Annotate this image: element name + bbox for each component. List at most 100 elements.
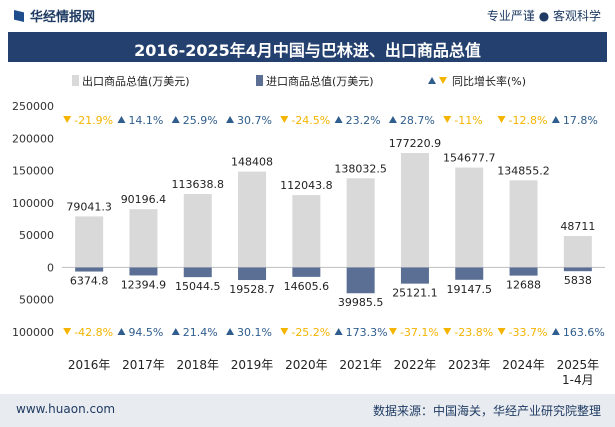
legend-growth-label: 同比增长率(%) bbox=[452, 74, 526, 88]
export-growth-label: -12.8% bbox=[509, 114, 548, 127]
import-growth-label: -33.7% bbox=[509, 326, 548, 339]
export-bar bbox=[75, 216, 104, 268]
legend-export-swatch bbox=[72, 75, 79, 86]
export-value-label: 112043.8 bbox=[280, 179, 333, 192]
legend-export-label: 出口商品总值(万美元) bbox=[82, 74, 190, 88]
y-tick-label: 150000 bbox=[12, 165, 54, 178]
import-growth-label: 30.1% bbox=[237, 326, 272, 339]
y-tick-label: 100000 bbox=[12, 197, 54, 210]
import-growth-label: 94.5% bbox=[128, 326, 163, 339]
chart-title: 2016-2025年4月中国与巴林进、出口商品总值 bbox=[134, 41, 481, 60]
export-growth-label: -11% bbox=[454, 114, 482, 127]
export-bar bbox=[563, 235, 592, 268]
y-tick-label: 50000 bbox=[19, 294, 54, 307]
export-growth-label: 30.7% bbox=[237, 114, 272, 127]
import-growth-up-arrow-icon bbox=[171, 328, 180, 335]
x-tick-label: 2020年 bbox=[285, 358, 328, 372]
x-tick-label: 2025年 bbox=[557, 358, 600, 372]
export-growth-label: -21.9% bbox=[74, 114, 113, 127]
export-growth-down-arrow-icon bbox=[280, 116, 289, 123]
export-value-label: 177220.9 bbox=[389, 137, 442, 150]
chart: 出口商品总值(万美元) 进口商品总值(万美元) 同比增长率(%) 250000 2000… bbox=[12, 74, 605, 387]
import-growth-up-arrow-icon bbox=[551, 328, 560, 335]
export-value-label: 113638.8 bbox=[172, 178, 225, 191]
import-growth-label: 163.6% bbox=[563, 326, 605, 339]
import-value-label: 12688 bbox=[506, 279, 541, 292]
import-bar bbox=[400, 267, 429, 284]
import-value-label: 15044.5 bbox=[175, 280, 221, 293]
import-growth-label: 173.3% bbox=[346, 326, 388, 339]
import-bar bbox=[129, 267, 158, 276]
export-growth-label: 14.1% bbox=[128, 114, 163, 127]
export-growth-label: 25.9% bbox=[183, 114, 218, 127]
brand: 华经情报网 bbox=[14, 6, 95, 25]
import-value-label: 39985.5 bbox=[338, 296, 384, 309]
brand-name: 华经情报网 bbox=[30, 10, 96, 25]
x-tick-label: 2023年 bbox=[448, 358, 491, 372]
y-tick-label: 250000 bbox=[12, 100, 54, 113]
y-tick-label: 50000 bbox=[19, 229, 54, 242]
export-growth-up-arrow-icon bbox=[117, 116, 126, 123]
import-bar bbox=[346, 267, 375, 294]
export-growth-down-arrow-icon bbox=[63, 116, 72, 123]
export-growth-up-arrow-icon bbox=[226, 116, 235, 123]
import-growth-down-arrow-icon bbox=[497, 328, 506, 335]
export-bar bbox=[129, 209, 158, 268]
y-tick-label: 200000 bbox=[12, 132, 54, 145]
footer: www.huaon.com 数据来源：中国海关，华经产业研究院整理 bbox=[0, 394, 615, 427]
export-value-label: 134855.2 bbox=[497, 164, 550, 177]
import-growth-down-arrow-icon bbox=[388, 328, 397, 335]
title-bar: 2016-2025年4月中国与巴林进、出口商品总值 bbox=[8, 32, 607, 62]
x-tick-label: 2019年 bbox=[231, 358, 274, 372]
import-value-label: 14605.6 bbox=[284, 280, 330, 293]
import-value-label: 12394.9 bbox=[121, 278, 167, 291]
import-bar bbox=[238, 267, 267, 281]
export-bar bbox=[509, 180, 538, 268]
import-bar bbox=[75, 267, 104, 272]
import-bar bbox=[509, 267, 538, 276]
export-bar bbox=[292, 195, 321, 268]
x-tick-label: 1-4月 bbox=[562, 373, 594, 387]
import-growth-label: -25.2% bbox=[291, 326, 330, 339]
import-bar bbox=[563, 267, 592, 272]
import-growth-down-arrow-icon bbox=[280, 328, 289, 335]
export-value-label: 148408 bbox=[231, 156, 273, 169]
export-growth-label: -24.5% bbox=[291, 114, 330, 127]
x-tick-label: 2021年 bbox=[339, 358, 382, 372]
import-growth-label: -37.1% bbox=[400, 326, 439, 339]
export-value-label: 48711 bbox=[560, 220, 595, 233]
import-value-label: 6374.8 bbox=[70, 275, 109, 288]
legend-up-arrow-icon bbox=[428, 77, 436, 84]
tagline: 专业严谨 ● 客观科学 bbox=[486, 9, 601, 23]
legend-import-swatch bbox=[256, 75, 263, 86]
export-growth-down-arrow-icon bbox=[443, 116, 452, 123]
x-tick-label: 2024年 bbox=[502, 358, 545, 372]
import-growth-label: -23.8% bbox=[454, 326, 493, 339]
import-value-label: 19147.5 bbox=[447, 283, 493, 296]
export-bar bbox=[346, 178, 375, 268]
import-growth-down-arrow-icon bbox=[443, 328, 452, 335]
export-growth-label: 17.8% bbox=[563, 114, 598, 127]
legend-import-label: 进口商品总值(万美元) bbox=[266, 74, 374, 88]
export-bar bbox=[400, 152, 429, 268]
y-tick-label: 100000 bbox=[12, 326, 54, 339]
export-growth-up-arrow-icon bbox=[388, 116, 397, 123]
import-value-label: 5838 bbox=[564, 274, 592, 287]
export-value-label: 154677.7 bbox=[443, 152, 496, 165]
export-growth-label: 23.2% bbox=[346, 114, 381, 127]
export-value-label: 90196.4 bbox=[121, 193, 167, 206]
export-growth-up-arrow-icon bbox=[334, 116, 343, 123]
x-tick-label: 2022年 bbox=[394, 358, 437, 372]
import-value-label: 19528.7 bbox=[229, 283, 275, 296]
import-growth-up-arrow-icon bbox=[117, 328, 126, 335]
x-tick-label: 2017年 bbox=[122, 358, 165, 372]
import-growth-label: -42.8% bbox=[74, 326, 113, 339]
export-growth-up-arrow-icon bbox=[551, 116, 560, 123]
x-tick-label: 2018年 bbox=[176, 358, 219, 372]
export-growth-up-arrow-icon bbox=[171, 116, 180, 123]
import-growth-down-arrow-icon bbox=[63, 328, 72, 335]
brand-logo-icon bbox=[14, 10, 24, 22]
export-value-label: 79041.3 bbox=[66, 200, 112, 213]
import-bar bbox=[455, 267, 484, 280]
import-bar bbox=[292, 267, 321, 277]
